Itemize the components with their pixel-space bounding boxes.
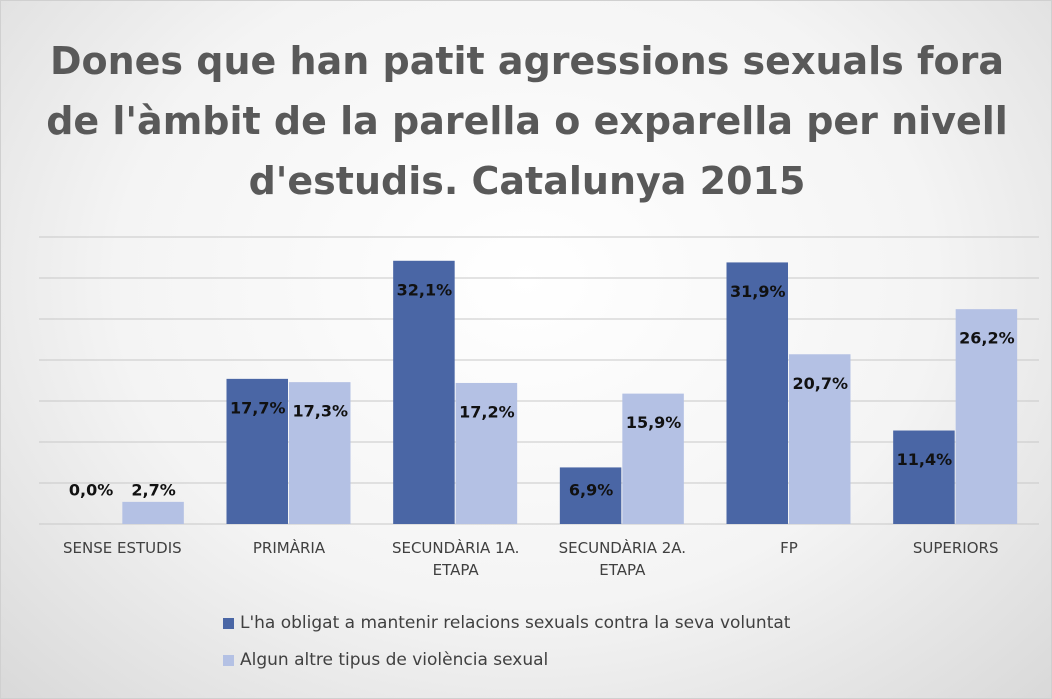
value-label: 26,2% [959, 329, 1015, 348]
value-label: 15,9% [626, 413, 682, 432]
bar [955, 309, 1018, 524]
value-label: 20,7% [792, 374, 848, 393]
x-tick-label: SENSE ESTUDIS [63, 539, 182, 557]
legend-label: L'ha obligat a mantenir relacions sexual… [240, 613, 791, 633]
x-tick-label: SECUNDÀRIA 1A. ETAPA [391, 539, 520, 579]
legend-item: Algun altre tipus de violència sexual [223, 650, 548, 670]
chart-title: Dones que han patit agressions sexuals f… [46, 39, 1008, 203]
bar [622, 393, 684, 524]
bar [393, 260, 455, 524]
bar [789, 354, 851, 524]
legend-label: Algun altre tipus de violència sexual [240, 650, 549, 670]
legend-swatch [223, 654, 234, 666]
value-label: 32,1% [397, 280, 453, 299]
x-tick-label: FP [780, 539, 798, 557]
x-tick-label: SECUNDÀRIA 2A. ETAPA [558, 539, 687, 579]
value-label: 6,9% [569, 481, 613, 500]
bar [893, 430, 955, 524]
bar [455, 382, 518, 524]
bar [289, 382, 351, 524]
value-label: 17,2% [459, 402, 515, 421]
value-label: 11,4% [897, 450, 953, 469]
x-tick-label: PRIMÀRIA [252, 539, 326, 557]
x-tick-label: SUPERIORS [912, 539, 999, 557]
value-label: 17,7% [230, 398, 286, 417]
legend-item: L'ha obligat a mantenir relacions sexual… [223, 613, 790, 633]
bar [226, 378, 288, 524]
bar [122, 501, 184, 524]
value-label: 2,7% [131, 481, 175, 500]
value-label: 0,0% [69, 481, 113, 500]
value-label: 17,3% [292, 402, 348, 421]
value-label: 31,9% [730, 282, 786, 301]
legend-swatch [223, 617, 234, 629]
bar [559, 467, 622, 524]
bar [726, 262, 788, 524]
